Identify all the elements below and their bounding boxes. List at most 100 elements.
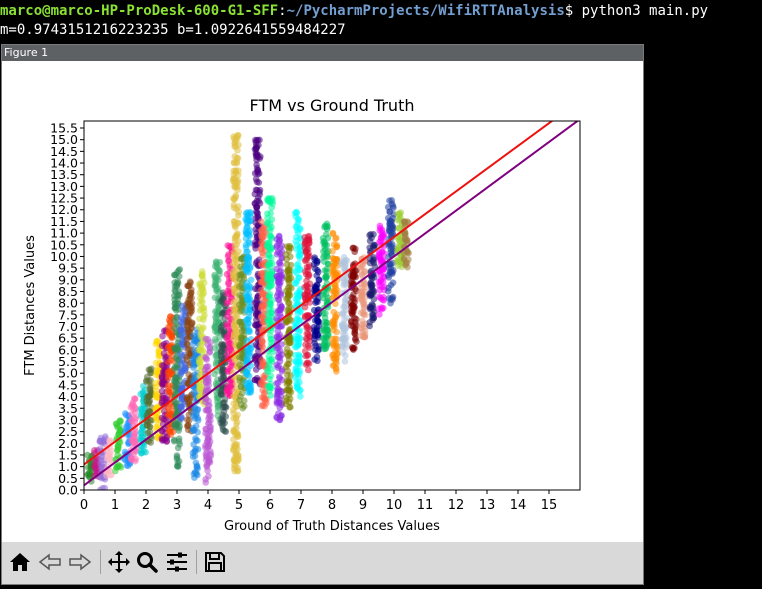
scatter-point: [303, 330, 311, 337]
scatter-point: [211, 273, 219, 281]
scatter-point: [339, 340, 347, 348]
scatter-point: [219, 369, 226, 377]
scatter-point: [237, 401, 245, 408]
y-tick-label: 12.5: [50, 191, 78, 206]
scatter-point: [361, 281, 369, 288]
scatter-point: [205, 413, 213, 421]
figure-canvas[interactable]: 0 1 2 3 4 5 6 7 8 9 10 11 12 13 14 15 0.0 0.5 1.0 1.5 2.0 2.5…: [2, 61, 643, 542]
scatter-point: [253, 150, 260, 158]
scatter-point: [268, 358, 276, 365]
scatter-point: [230, 331, 238, 339]
scatter-point: [339, 349, 347, 356]
scatter-point: [115, 431, 123, 439]
scatter-point: [275, 296, 282, 303]
scatter-point: [226, 243, 233, 250]
scatter-point: [338, 321, 346, 329]
scatter-point: [211, 335, 219, 343]
scatter-point: [368, 301, 376, 308]
scatter-point: [274, 290, 282, 297]
x-tick-label: 15: [541, 498, 558, 513]
scatter-point: [293, 262, 301, 269]
scatter-point: [190, 441, 197, 448]
scatter-point: [314, 347, 322, 354]
scatter-point: [259, 233, 266, 241]
scatter-point: [146, 423, 154, 431]
scatter-point: [245, 298, 253, 306]
scatter-point: [153, 393, 160, 400]
scatter-point: [204, 377, 212, 384]
y-tick-label: 1.0: [58, 459, 78, 474]
home-button[interactable]: [5, 547, 35, 577]
scatter-point: [358, 292, 365, 300]
scatter-point: [191, 336, 199, 344]
scatter-point: [283, 251, 290, 258]
scatter-point: [323, 241, 331, 249]
x-tick-label: 5: [235, 498, 243, 513]
scatter-point: [385, 274, 393, 281]
scatter-point: [234, 230, 241, 237]
scatter-point: [390, 204, 397, 212]
scatter-point: [276, 281, 283, 288]
scatter-point: [273, 398, 281, 405]
scatter-point: [158, 374, 166, 381]
scatter-point: [351, 325, 359, 333]
scatter-point: [186, 295, 194, 303]
scatter-point: [301, 347, 309, 355]
scatter-point: [258, 301, 266, 309]
scatter-point: [242, 227, 250, 235]
pan-button[interactable]: [104, 547, 134, 577]
save-button[interactable]: [200, 547, 230, 577]
zoom-button[interactable]: [132, 547, 162, 577]
scatter-point: [230, 298, 238, 306]
scatter-point: [266, 291, 274, 298]
scatter-point: [236, 377, 243, 384]
scatter-point: [164, 375, 172, 382]
home-icon: [10, 553, 30, 571]
scatter-point: [332, 284, 339, 292]
scatter-point: [395, 244, 402, 252]
scatter-point: [296, 316, 303, 324]
scatter-point: [351, 330, 359, 338]
scatter-point: [183, 422, 191, 430]
scatter-point: [285, 293, 292, 300]
scatter-point: [283, 386, 290, 394]
scatter-point: [264, 243, 271, 250]
scatter-point: [246, 306, 254, 313]
scatter-point: [242, 370, 250, 377]
scatter-point: [376, 293, 383, 301]
configure-subplots-button[interactable]: [162, 547, 192, 577]
scatter-point: [333, 350, 341, 357]
back-button[interactable]: [35, 547, 65, 577]
scatter-point: [359, 321, 366, 328]
scatter-point: [160, 362, 167, 370]
scatter-point: [214, 285, 222, 292]
scatter-point: [333, 360, 340, 367]
scatter-point: [384, 214, 392, 222]
x-tick-label: 0: [80, 498, 88, 513]
scatter-point: [212, 313, 219, 321]
scatter-point: [370, 231, 377, 238]
scatter-point: [402, 260, 410, 267]
y-tick-label: 0.0: [58, 483, 78, 498]
scatter-point: [230, 201, 238, 209]
scatter-point: [368, 291, 375, 298]
scatter-point: [181, 365, 189, 373]
scatter-point: [385, 284, 393, 292]
scatter-point: [131, 395, 139, 402]
y-tick-label: 4.5: [58, 377, 78, 392]
scatter-point: [234, 132, 241, 139]
figure-window-title[interactable]: Figure 1: [2, 45, 643, 61]
forward-button[interactable]: [65, 547, 95, 577]
scatter-point: [315, 318, 322, 326]
scatter-point: [296, 308, 304, 316]
scatter-point: [361, 267, 369, 275]
scatter-point: [276, 244, 284, 252]
scatter-point: [303, 282, 311, 289]
terminal-path: ~/PycharmProjects/WifiRTTAnalysis: [286, 3, 565, 19]
scatter-point: [158, 342, 166, 350]
scatter-point: [213, 264, 221, 271]
scatter-point: [232, 386, 240, 393]
scatter-point: [333, 355, 340, 363]
scatter-point: [294, 335, 302, 343]
scatter-point: [231, 444, 239, 452]
